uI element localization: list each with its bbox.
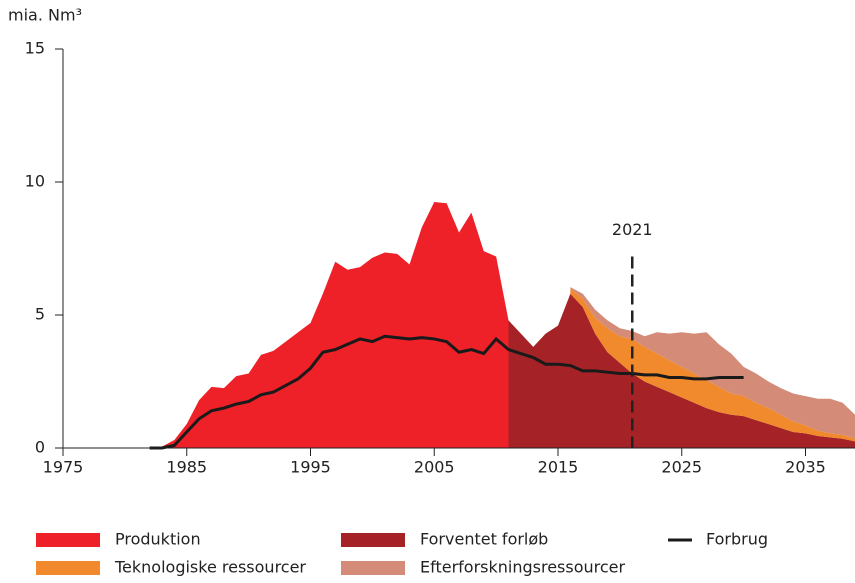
legend-label: Forbrug	[706, 530, 768, 549]
x-tick-label: 1995	[290, 458, 331, 477]
x-tick-label: 2015	[538, 458, 579, 477]
legend-label: Produktion	[115, 530, 201, 549]
x-tick-label: 1975	[43, 458, 84, 477]
legend-label: Teknologiske ressourcer	[114, 558, 306, 577]
legend-swatch	[341, 533, 405, 547]
y-tick-label: 15	[25, 39, 45, 58]
x-tick-label: 2035	[785, 458, 826, 477]
legend-swatch	[341, 561, 405, 575]
y-tick-label: 5	[35, 305, 45, 324]
x-tick-label: 1985	[166, 458, 207, 477]
x-tick-label: 2025	[661, 458, 702, 477]
y-tick-label: 10	[25, 172, 45, 191]
y-tick-label: 0	[35, 438, 45, 457]
y-axis-label: mia. Nm³	[8, 6, 82, 25]
legend-label: Efterforskningsressourcer	[420, 558, 626, 577]
x-tick-label: 2005	[414, 458, 455, 477]
area	[150, 202, 509, 448]
legend-swatch	[36, 561, 100, 575]
legend-label: Forventet forløb	[420, 530, 548, 549]
annotation-label: 2021	[612, 220, 653, 239]
legend-swatch	[36, 533, 100, 547]
